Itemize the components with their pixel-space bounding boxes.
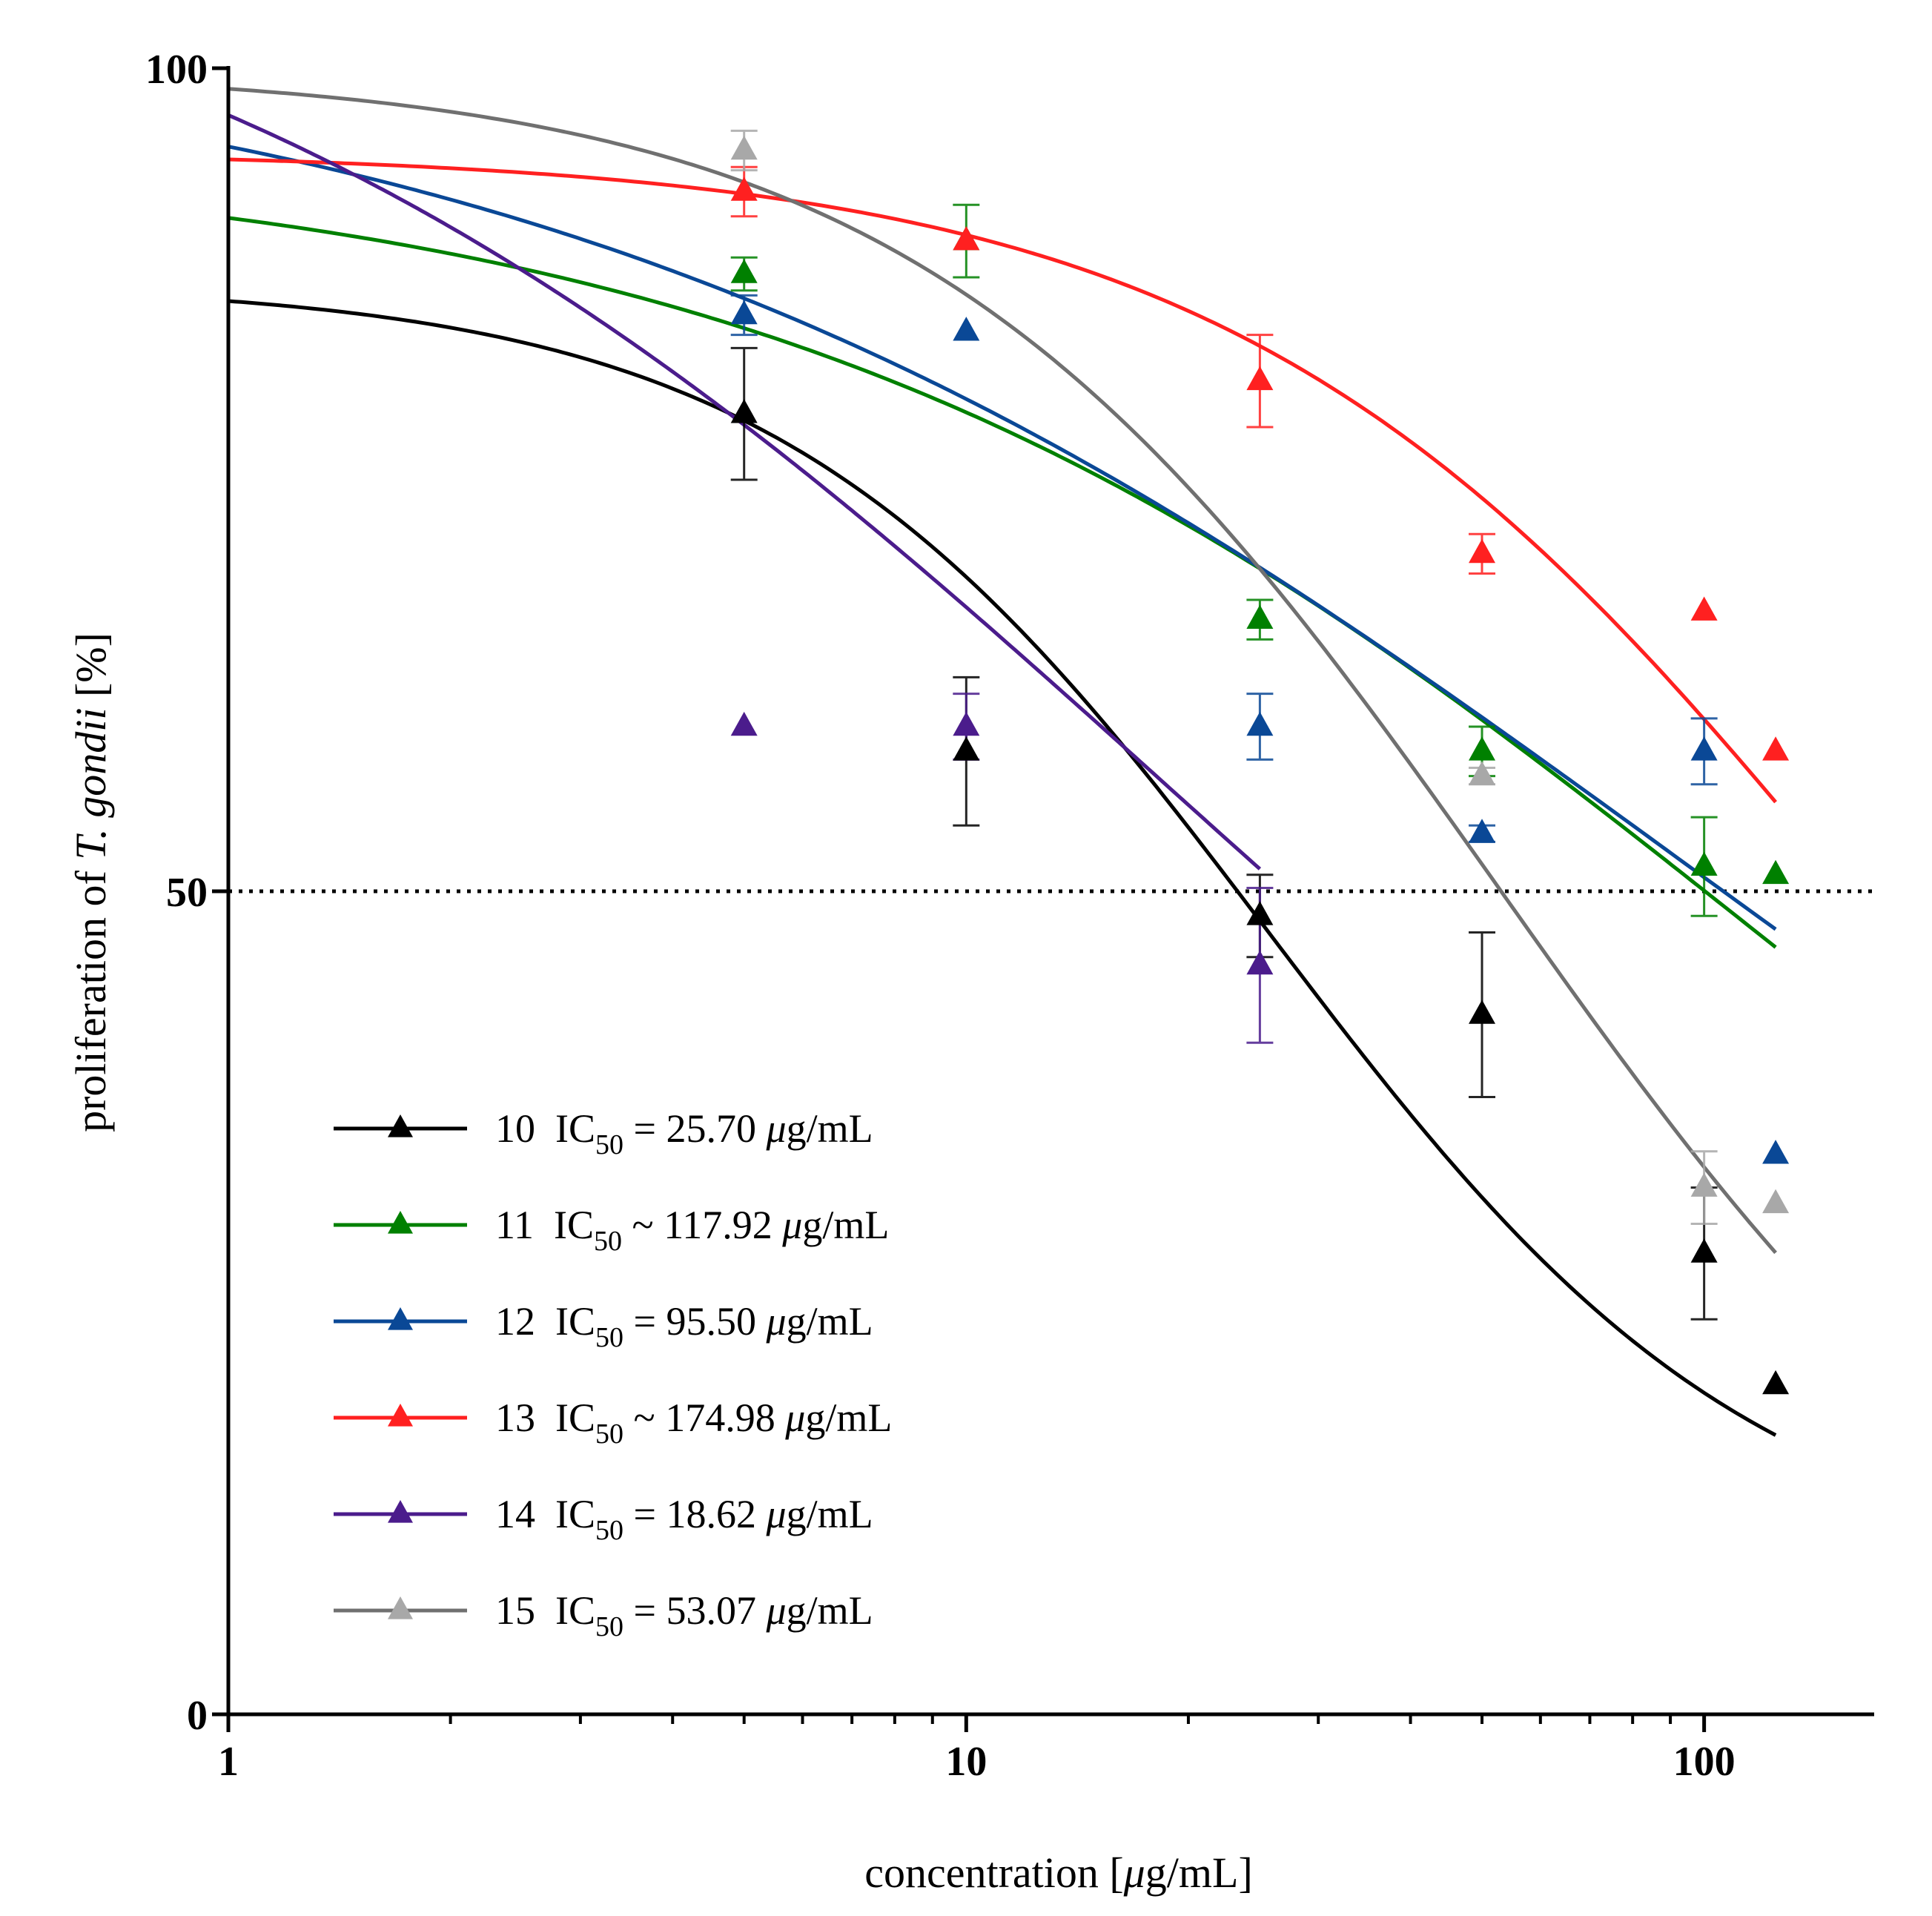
- data-point-11: [730, 259, 758, 283]
- data-point-12: [730, 300, 758, 325]
- data-point-15: [730, 135, 758, 160]
- x-ticks: 1 10 100: [218, 1714, 1736, 1785]
- legend-entry-11: 11 IC50 ~ 117.92 μg/mL: [334, 1203, 889, 1257]
- legend-label-10: 10 IC50 = 25.70 μg/mL: [495, 1106, 873, 1160]
- legend-entry-14: 14 IC50 = 18.62 μg/mL: [334, 1492, 873, 1546]
- legend-entry-10: 10 IC50 = 25.70 μg/mL: [334, 1106, 873, 1160]
- data-point-12: [1246, 711, 1274, 736]
- legend-marker-10: [388, 1114, 413, 1137]
- data-point-10: [953, 736, 980, 761]
- legend-label-13: 13 IC50 ~ 174.98 μg/mL: [495, 1395, 892, 1450]
- data-point-15: [1690, 1172, 1718, 1197]
- y-tick-label: 0: [187, 1693, 208, 1739]
- x-tick-label: 10: [945, 1739, 987, 1785]
- x-axis-title: concentration [μg/mL]: [864, 1849, 1253, 1897]
- data-point-13: [1690, 596, 1718, 621]
- data-point-11: [1246, 604, 1274, 630]
- data-point-12: [953, 317, 980, 341]
- y-axis-title: proliferation of T. gondii [%]: [67, 632, 115, 1132]
- data-point-13: [1246, 366, 1274, 391]
- fit-curve-12: [228, 145, 1777, 931]
- data-point-14: [730, 711, 758, 736]
- data-point-14: [1246, 950, 1274, 975]
- legend-marker-14: [388, 1500, 413, 1523]
- legend-label-12: 12 IC50 = 95.50 μg/mL: [495, 1299, 873, 1353]
- data-point-12: [1762, 1140, 1790, 1164]
- legend-marker-13: [388, 1404, 413, 1427]
- data-point-15: [1762, 1189, 1790, 1214]
- data-point-11: [1762, 859, 1790, 885]
- x-tick-label: 100: [1673, 1739, 1736, 1785]
- fit-curves: [228, 87, 1778, 1437]
- legend-marker-12: [388, 1307, 413, 1330]
- legend-entry-12: 12 IC50 = 95.50 μg/mL: [334, 1299, 873, 1353]
- data-point-13: [730, 176, 758, 201]
- legend-marker-11: [388, 1211, 413, 1234]
- data-point-13: [1762, 736, 1790, 761]
- x-tick-label: 1: [218, 1739, 239, 1785]
- data-point-10: [1690, 1238, 1718, 1263]
- data-point-10: [1469, 1000, 1496, 1024]
- data-point-12: [1690, 736, 1718, 761]
- data-point-14: [953, 711, 980, 736]
- data-point-11: [1469, 736, 1496, 761]
- data-point-10: [1246, 901, 1274, 925]
- legend-entry-15: 15 IC50 = 53.07 μg/mL: [334, 1588, 873, 1642]
- error-bars: [730, 129, 1718, 1321]
- legend-label-14: 14 IC50 = 18.62 μg/mL: [495, 1492, 873, 1546]
- y-tick-label: 100: [145, 47, 208, 93]
- y-ticks: 0 50 100: [145, 47, 228, 1739]
- data-point-13: [953, 226, 980, 251]
- fit-curve-10: [228, 299, 1777, 1437]
- fit-curve-15: [228, 87, 1777, 1255]
- data-point-10: [1762, 1370, 1790, 1395]
- legend-marker-15: [388, 1596, 413, 1619]
- data-point-10: [730, 399, 758, 423]
- data-point-15: [1469, 761, 1496, 785]
- data-point-12: [1469, 819, 1496, 843]
- y-tick-label: 50: [166, 870, 208, 916]
- data-point-11: [1690, 851, 1718, 876]
- axes: 0 50 100 1 10 100 concentration [μg/mL] prol…: [67, 47, 1874, 1897]
- legend-label-11: 11 IC50 ~ 117.92 μg/mL: [495, 1203, 889, 1257]
- data-markers: [730, 135, 1790, 1395]
- legend-entry-13: 13 IC50 ~ 174.98 μg/mL: [334, 1395, 892, 1450]
- fit-curve-13: [228, 157, 1778, 804]
- fit-curve-11: [228, 216, 1777, 949]
- data-point-13: [1469, 538, 1496, 564]
- legend: 10 IC50 = 25.70 μg/mL 11 IC50 ~ 117.92 μg…: [334, 1106, 892, 1642]
- fit-curve-14: [228, 113, 1262, 871]
- legend-label-15: 15 IC50 = 53.07 μg/mL: [495, 1588, 873, 1642]
